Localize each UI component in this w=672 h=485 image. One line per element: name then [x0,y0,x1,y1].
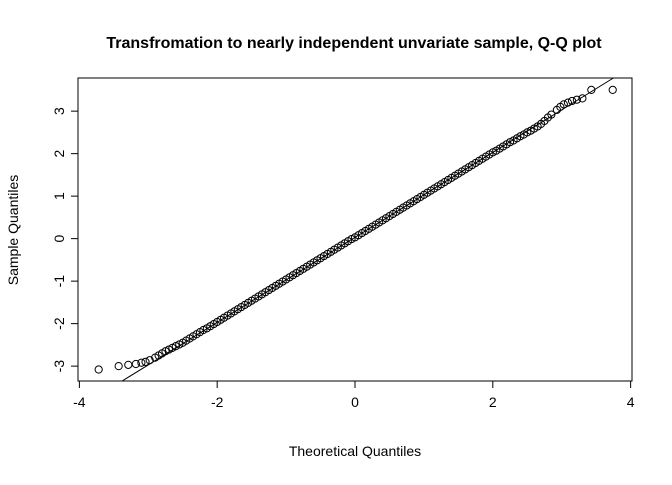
data-point [572,95,581,104]
reference-line [121,77,614,382]
plot-box [77,77,633,382]
x-axis: -4 -2 0 2 4 [73,380,635,410]
y-tick-label: 0 [51,235,67,243]
x-tick-label: -2 [211,394,224,410]
data-point [124,360,133,369]
x-tick-label: -4 [73,394,86,410]
y-tick-label: -3 [51,360,67,373]
data-point [131,359,140,369]
x-tick-label: 4 [627,394,635,410]
data-point [578,94,587,103]
y-tick-label: 3 [51,107,67,115]
data-point [114,362,123,371]
data-point [559,100,568,109]
x-tick-label: 0 [351,394,359,410]
data-point [141,357,150,366]
y-axis: -3 -2 -1 0 1 2 3 [51,107,79,373]
data-point [137,358,146,367]
y-axis-label: Sample Quantiles [5,175,21,286]
x-axis-label: Theoretical Quantiles [289,443,421,459]
x-tick-label: 2 [489,394,497,410]
data-point [94,365,103,374]
y-tick-label: 2 [51,150,67,158]
y-tick-label: 1 [51,192,67,200]
data-point [608,85,617,94]
data-points [94,85,617,374]
y-tick-label: -2 [51,317,67,330]
chart-title: Transfromation to nearly independent unv… [106,35,602,52]
data-point [563,98,573,107]
y-tick-label: -1 [51,275,67,288]
